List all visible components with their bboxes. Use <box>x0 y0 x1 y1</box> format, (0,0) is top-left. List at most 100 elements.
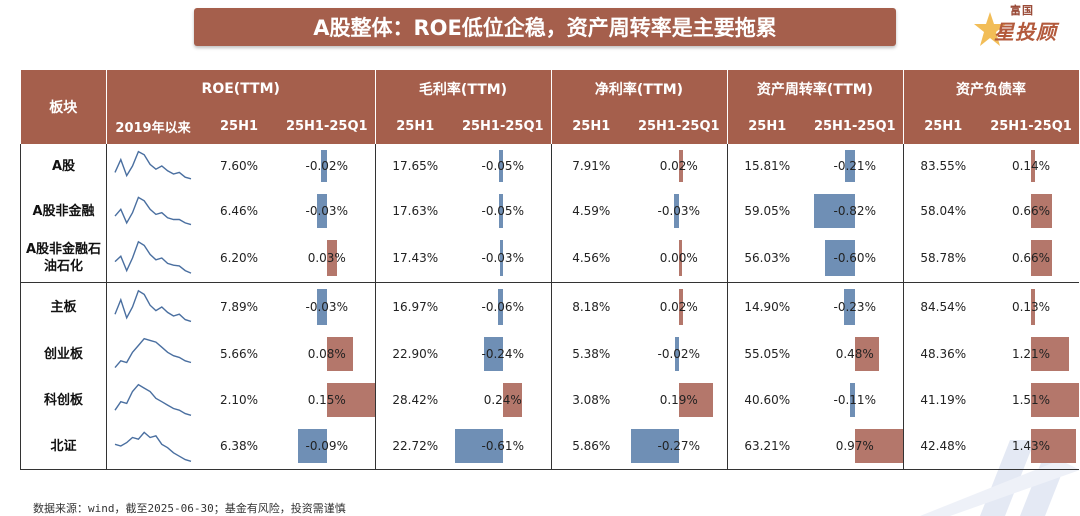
trend-sparkline <box>107 144 200 188</box>
metric-change: 1.21% <box>983 331 1079 377</box>
metric-level: 7.60% <box>219 159 259 173</box>
metric-level: 5.38% <box>572 347 611 361</box>
metric-level: 7.89% <box>199 282 279 331</box>
negative-change-bar <box>498 289 503 325</box>
subheader-level: 25H1 <box>551 108 631 144</box>
subheader-change: 25H1-25Q1 <box>279 108 376 144</box>
negative-change-bar <box>484 337 503 371</box>
metric-level: 8.18% <box>551 282 631 331</box>
metric-change: -0.02% <box>631 331 728 377</box>
positive-change-bar <box>855 429 903 463</box>
metric-change: 0.14% <box>983 144 1079 188</box>
logo-big-text: 星投顾 <box>994 20 1057 44</box>
table-row: 主板 7.89% -0.03% 16.97% -0.06% 8.18% 0.02% 14.90… <box>20 282 1079 331</box>
metric-change: 0.97% <box>807 423 904 470</box>
metric-change-value: -0.61% <box>481 439 524 453</box>
negative-change-bar <box>317 194 327 228</box>
negative-change-bar <box>844 150 855 182</box>
metric-level: 28.42% <box>392 393 439 407</box>
metric-change: -0.03% <box>631 188 728 234</box>
sector-label: 北证 <box>20 423 107 470</box>
sparkline-line <box>114 150 192 180</box>
positive-change-bar <box>1031 383 1079 417</box>
metric-level: 58.78% <box>920 251 967 265</box>
metric-change: 0.15% <box>279 377 376 423</box>
metric-change-value: 0.19% <box>659 393 698 407</box>
metric-level: 5.86% <box>551 423 631 470</box>
positive-change-bar <box>855 337 879 371</box>
metric-change-value: 1.43% <box>1011 439 1051 453</box>
sparkline-line <box>114 240 192 274</box>
metric-level: 15.81% <box>744 159 791 173</box>
metric-change: -0.03% <box>279 188 376 234</box>
sparkline-line <box>114 383 192 416</box>
negative-change-bar <box>499 194 503 228</box>
metric-level: 56.03% <box>744 251 791 265</box>
metric-change: -0.82% <box>807 188 904 234</box>
metric-change: 0.48% <box>807 331 904 377</box>
metric-change-value: -0.05% <box>481 159 524 173</box>
metric-level: 40.60% <box>744 393 791 407</box>
metric-change: -0.11% <box>807 377 904 423</box>
metric-change: 0.00% <box>631 234 728 283</box>
metric-change-value: 0.02% <box>659 159 698 173</box>
metric-change: -0.21% <box>807 144 904 188</box>
sector-label: A股非金融石油石化 <box>20 234 107 283</box>
negative-change-bar <box>814 194 855 228</box>
negative-change-bar <box>317 289 327 325</box>
metric-change-value: -0.03% <box>481 251 524 265</box>
group-header-gross-margin: 毛利率(TTM) <box>374 70 552 108</box>
metric-change-value: -0.24% <box>481 347 524 361</box>
table-row: 北证 6.38% -0.09% 22.72% -0.61% 5.86% -0.27% 63.2… <box>20 423 1079 470</box>
positive-change-bar <box>679 383 713 417</box>
metric-level: 17.43% <box>392 251 439 265</box>
positive-change-bar <box>327 383 375 417</box>
sector-label: 主板 <box>20 282 107 331</box>
metric-change-value: -0.02% <box>305 159 348 173</box>
negative-change-bar <box>849 383 855 417</box>
metric-change: 0.19% <box>631 377 728 423</box>
metric-change: 0.66% <box>983 234 1079 283</box>
metric-level: 14.90% <box>727 282 807 331</box>
negative-change-bar <box>320 150 327 182</box>
metric-change-value: 0.08% <box>307 347 346 361</box>
negative-change-bar <box>631 429 679 463</box>
metric-level: 6.38% <box>199 423 279 470</box>
metric-level: 83.55% <box>920 159 967 173</box>
metric-change-value: 1.21% <box>1011 347 1051 361</box>
metric-change-value: 0.00% <box>659 251 698 265</box>
group-header-roe: ROE(TTM) <box>106 70 376 108</box>
positive-change-bar <box>679 150 683 182</box>
negative-change-bar <box>499 150 503 182</box>
subheader-change: 25H1-25Q1 <box>631 108 728 144</box>
metric-change-value: 0.97% <box>835 439 874 453</box>
sparkline-line <box>114 289 192 323</box>
metric-change-value: -0.03% <box>305 204 348 218</box>
metric-change: 1.43% <box>983 423 1079 470</box>
metric-change: -0.03% <box>455 234 552 283</box>
metric-change-value: -0.27% <box>657 439 700 453</box>
sector-label: A股非金融 <box>20 188 107 234</box>
positive-change-bar <box>1031 337 1070 371</box>
metric-change: -0.61% <box>455 423 552 470</box>
metric-change: 0.02% <box>631 282 728 331</box>
metric-change: -0.05% <box>455 188 552 234</box>
metric-level: 58.04% <box>920 204 967 218</box>
trend-sparkline <box>106 423 199 470</box>
positive-change-bar <box>679 289 683 325</box>
metric-change-value: -0.02% <box>657 347 700 361</box>
metric-level: 6.46% <box>219 204 259 218</box>
brand-logo: 富国 星投顾 <box>960 2 1080 50</box>
metric-change: 0.08% <box>279 331 376 377</box>
subheader-change: 25H1-25Q1 <box>807 108 904 144</box>
metric-change-value: 0.03% <box>307 251 346 265</box>
metric-change-value: -0.09% <box>305 439 348 453</box>
subheader-change: 25H1-25Q1 <box>455 108 552 144</box>
metric-change-value: -0.60% <box>833 251 876 265</box>
metric-level: 42.48% <box>903 423 983 470</box>
positive-change-bar <box>1031 194 1052 228</box>
metric-change: 0.03% <box>279 234 376 283</box>
subheader-level: 25H1 <box>375 108 455 144</box>
metric-change-value: 0.66% <box>1011 204 1051 218</box>
table-row: 创业板 5.66% 0.08% 22.90% -0.24% 5.38% -0.02% 55.0… <box>20 331 1080 377</box>
